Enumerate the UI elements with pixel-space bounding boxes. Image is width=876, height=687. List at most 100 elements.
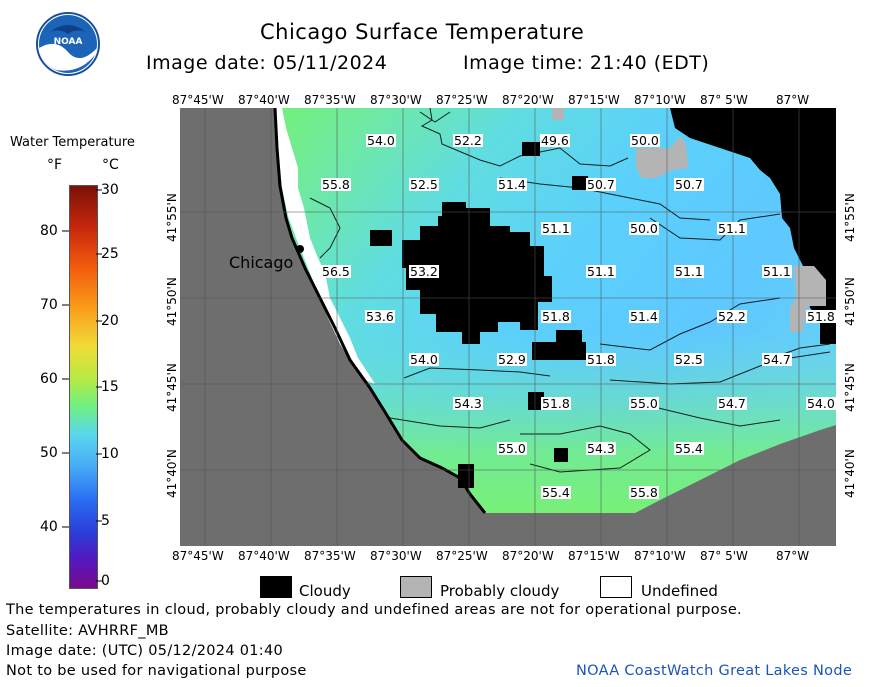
colorbar <box>69 185 98 589</box>
cloud-region <box>556 330 582 346</box>
temperature-label: 51.8 <box>806 309 836 324</box>
temperature-label: 52.2 <box>717 309 747 324</box>
cloud-region <box>402 208 552 344</box>
colorbar-c-tick: 30 <box>101 182 119 198</box>
isotherm-line <box>389 417 511 429</box>
temperature-label: 55.4 <box>541 485 571 500</box>
isotherm-line <box>649 405 781 427</box>
lon-tick-top: 87°35'W <box>304 93 356 107</box>
lon-tick-bottom: 87°10'W <box>634 549 686 563</box>
probably-cloudy-region <box>636 136 688 178</box>
colorbar-c-tick: 25 <box>101 246 119 262</box>
lon-tick-top: 87°W <box>776 93 810 107</box>
graticule <box>180 108 836 546</box>
lon-tick-top: 87°30'W <box>370 93 422 107</box>
footer-satellite: Satellite: AVHRRF_MB <box>6 623 169 639</box>
temperature-label: 51.8 <box>586 352 616 367</box>
colorbar-f-tick: 50 <box>40 445 58 461</box>
legend-swatch-cloudy <box>260 576 292 598</box>
temperature-label: 52.5 <box>409 177 439 192</box>
isotherm-line <box>649 213 781 241</box>
cloud-region <box>528 392 544 410</box>
footer-disclaimer: The temperatures in cloud, probably clou… <box>6 602 742 618</box>
isotherm-line <box>309 197 341 259</box>
footer-navigation: Not to be used for navigational purpose <box>6 663 307 679</box>
cloud-region <box>670 108 836 344</box>
temperature-label: 54.0 <box>806 396 836 411</box>
temperature-label: 54.3 <box>586 441 616 456</box>
colorbar-f-tick: 80 <box>40 223 58 239</box>
lon-tick-bottom: 87°25'W <box>436 549 488 563</box>
lon-tick-top: 87°40'W <box>238 93 290 107</box>
colorbar-tick-marks <box>62 189 102 582</box>
temperature-label: 50.0 <box>630 133 660 148</box>
temperature-label: 51.1 <box>541 221 571 236</box>
lat-tick-right: 41°55'N <box>843 193 857 242</box>
cloud-region <box>442 202 466 216</box>
image-date: Image date: 05/11/2024 <box>146 52 388 74</box>
lon-tick-top: 87°15'W <box>568 93 620 107</box>
cloud-region <box>554 448 568 462</box>
isotherm-line <box>609 351 831 385</box>
legend-label-probably-cloudy: Probably cloudy <box>440 582 560 600</box>
temperature-label: 49.6 <box>540 133 570 148</box>
cloud-region <box>572 176 588 190</box>
lat-tick-right: 41°50'N <box>843 277 857 326</box>
coastline <box>273 108 487 514</box>
isotherm-line <box>403 367 551 379</box>
lon-tick-top: 87°25'W <box>436 93 488 107</box>
colorbar-title: Water Temperature <box>10 135 135 150</box>
colorbar-c-tick: 20 <box>101 313 119 329</box>
lon-tick-bottom: 87°W <box>776 549 810 563</box>
temperature-label: 51.8 <box>541 396 571 411</box>
temperature-label: 51.1 <box>717 221 747 236</box>
temperature-map <box>180 108 836 546</box>
lon-tick-bottom: 87°15'W <box>568 549 620 563</box>
temperature-label: 53.6 <box>365 309 395 324</box>
cloud-region <box>458 464 474 488</box>
lat-tick-left: 41°55'N <box>165 193 179 242</box>
probably-cloudy-region <box>552 108 564 120</box>
lon-tick-bottom: 87°40'W <box>238 549 290 563</box>
footer-utc-date: Image date: (UTC) 05/12/2024 01:40 <box>6 643 284 659</box>
colorbar-c-tick: 5 <box>101 513 110 529</box>
temperature-label: 56.5 <box>321 264 351 279</box>
isotherm-line <box>419 111 451 123</box>
colorbar-c-tick: 10 <box>101 446 119 462</box>
svg-text:NOAA: NOAA <box>54 37 83 47</box>
lat-tick-left: 41°50'N <box>165 277 179 326</box>
temperature-label: 51.1 <box>586 264 616 279</box>
undefined-shore <box>275 108 375 384</box>
temperature-label: 52.2 <box>453 133 483 148</box>
image-time: Image time: 21:40 (EDT) <box>463 52 710 74</box>
temperature-label: 50.7 <box>674 177 704 192</box>
colorbar-c-tick: 0 <box>101 573 110 589</box>
cloud-region <box>370 230 392 246</box>
temperature-label: 50.7 <box>586 177 616 192</box>
temperature-label: 55.0 <box>497 441 527 456</box>
temperature-label: 54.0 <box>366 133 396 148</box>
lat-tick-left: 41°45'N <box>165 363 179 412</box>
isotherm-line <box>599 297 781 351</box>
temperature-label: 54.7 <box>717 396 747 411</box>
lon-tick-bottom: 87°30'W <box>370 549 422 563</box>
temperature-label: 52.5 <box>674 352 704 367</box>
temperature-label: 52.9 <box>497 352 527 367</box>
colorbar-c-tick: 15 <box>101 379 119 395</box>
temperature-label: 50.0 <box>629 221 659 236</box>
temperature-label: 54.7 <box>762 352 792 367</box>
temperature-label: 55.8 <box>629 485 659 500</box>
lon-tick-bottom: 87°35'W <box>304 549 356 563</box>
footer-credit: NOAA CoastWatch Great Lakes Node <box>576 663 853 679</box>
temperature-label: 55.4 <box>674 441 704 456</box>
temperature-label: 51.1 <box>762 264 792 279</box>
lon-tick-bottom: 87°45'W <box>172 549 224 563</box>
lat-tick-left: 41°40'N <box>165 449 179 498</box>
city-label-chicago: Chicago <box>229 253 294 272</box>
temperature-label: 55.0 <box>629 396 659 411</box>
lat-tick-right: 41°45'N <box>843 363 857 412</box>
temperature-label: 51.8 <box>541 309 571 324</box>
lon-tick-top: 87°20'W <box>502 93 554 107</box>
noaa-logo-icon: NOAA <box>36 12 100 76</box>
lat-tick-right: 41°40'N <box>843 449 857 498</box>
